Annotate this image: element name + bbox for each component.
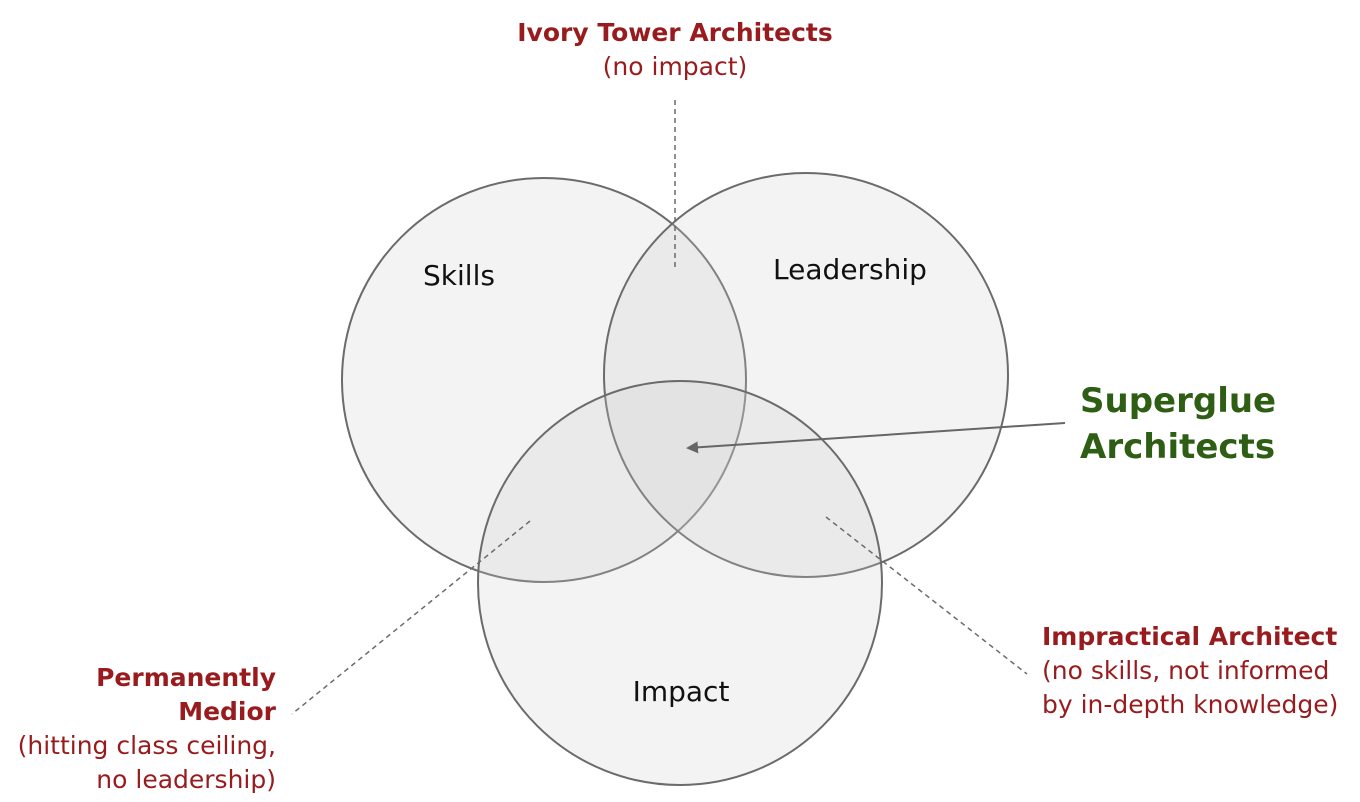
- impact-circle: [477, 380, 883, 786]
- superglue-line2: Architects: [1080, 427, 1276, 467]
- superglue-arrow: [686, 422, 1066, 454]
- leadership-label: Leadership: [773, 253, 927, 286]
- superglue-line1: Superglue: [1080, 381, 1277, 421]
- impractical-leader-line: [825, 516, 1028, 675]
- medior-callout: Permanently Medior (hitting class ceilin…: [0, 661, 276, 797]
- medior-title: Permanently Medior: [96, 663, 276, 726]
- ivory-tower-subtitle: (no impact): [602, 52, 748, 81]
- ivory-tower-title: Ivory Tower Architects: [517, 18, 833, 47]
- leadership-circle: [603, 172, 1009, 578]
- superglue-callout: Superglue Architects: [1080, 378, 1276, 470]
- medior-line2: no leadership): [96, 765, 276, 794]
- impractical-callout: Impractical Architect (no skills, not in…: [1042, 620, 1338, 722]
- medior-line1: (hitting class ceiling,: [17, 731, 276, 760]
- medior-leader-line: [291, 520, 531, 715]
- impact-label: Impact: [633, 675, 730, 708]
- skills-label: Skills: [423, 259, 495, 292]
- skills-circle: [341, 177, 747, 583]
- impractical-title: Impractical Architect: [1042, 622, 1338, 651]
- impractical-line2: by in-depth knowledge): [1042, 690, 1339, 719]
- impractical-line1: (no skills, not informed: [1042, 656, 1330, 685]
- ivory-tower-callout: Ivory Tower Architects (no impact): [475, 16, 875, 84]
